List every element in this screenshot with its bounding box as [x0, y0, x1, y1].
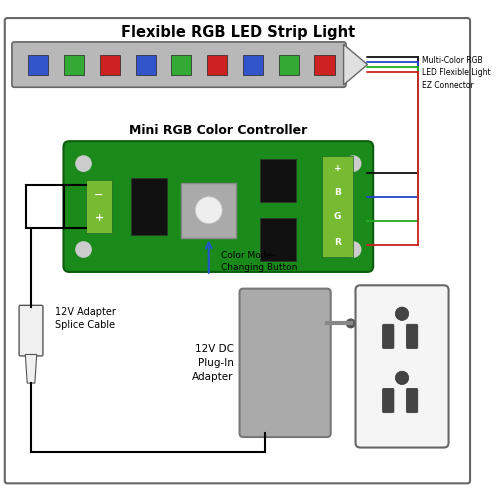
Text: R: R [334, 238, 341, 247]
Bar [86, 180, 112, 233]
Bar [243, 54, 263, 75]
Text: +: + [334, 164, 342, 173]
Bar [207, 54, 227, 75]
FancyBboxPatch shape [356, 285, 448, 448]
Text: 12V DC
Plug-In
Adapter: 12V DC Plug-In Adapter [192, 344, 234, 382]
FancyBboxPatch shape [19, 305, 43, 356]
FancyBboxPatch shape [406, 388, 418, 413]
Bar [322, 157, 353, 256]
FancyBboxPatch shape [406, 324, 418, 349]
Text: G: G [334, 212, 342, 221]
Text: Flexible RGB LED Strip Light: Flexible RGB LED Strip Light [122, 25, 356, 40]
Text: 12V Adapter
Splice Cable: 12V Adapter Splice Cable [55, 307, 116, 330]
Bar [278, 54, 298, 75]
Text: B: B [334, 188, 341, 197]
Bar [260, 159, 296, 202]
Circle shape [396, 307, 408, 320]
Circle shape [396, 371, 408, 385]
Bar [314, 54, 334, 75]
FancyBboxPatch shape [382, 388, 394, 413]
Bar [100, 54, 120, 75]
Bar [172, 54, 192, 75]
Polygon shape [26, 354, 36, 383]
Bar [260, 219, 296, 261]
Bar [64, 54, 84, 75]
Circle shape [346, 319, 355, 328]
Circle shape [196, 197, 222, 224]
Text: Color Mode-
Changing Button: Color Mode- Changing Button [220, 251, 297, 272]
FancyBboxPatch shape [5, 18, 470, 484]
FancyBboxPatch shape [382, 324, 394, 349]
Bar [182, 183, 236, 238]
Circle shape [346, 242, 361, 257]
Circle shape [346, 156, 361, 171]
Text: Multi-Color RGB
LED Flexible Light
EZ Connector: Multi-Color RGB LED Flexible Light EZ Co… [422, 56, 491, 90]
FancyBboxPatch shape [240, 288, 330, 437]
FancyBboxPatch shape [12, 42, 346, 87]
Bar [131, 178, 167, 235]
Circle shape [76, 156, 91, 171]
FancyBboxPatch shape [64, 141, 373, 272]
Bar [136, 54, 156, 75]
Bar [28, 54, 48, 75]
Text: Mini RGB Color Controller: Mini RGB Color Controller [129, 124, 308, 137]
Circle shape [76, 242, 91, 257]
Polygon shape [344, 44, 367, 85]
Text: +: + [94, 213, 104, 223]
Text: −: − [94, 190, 104, 200]
